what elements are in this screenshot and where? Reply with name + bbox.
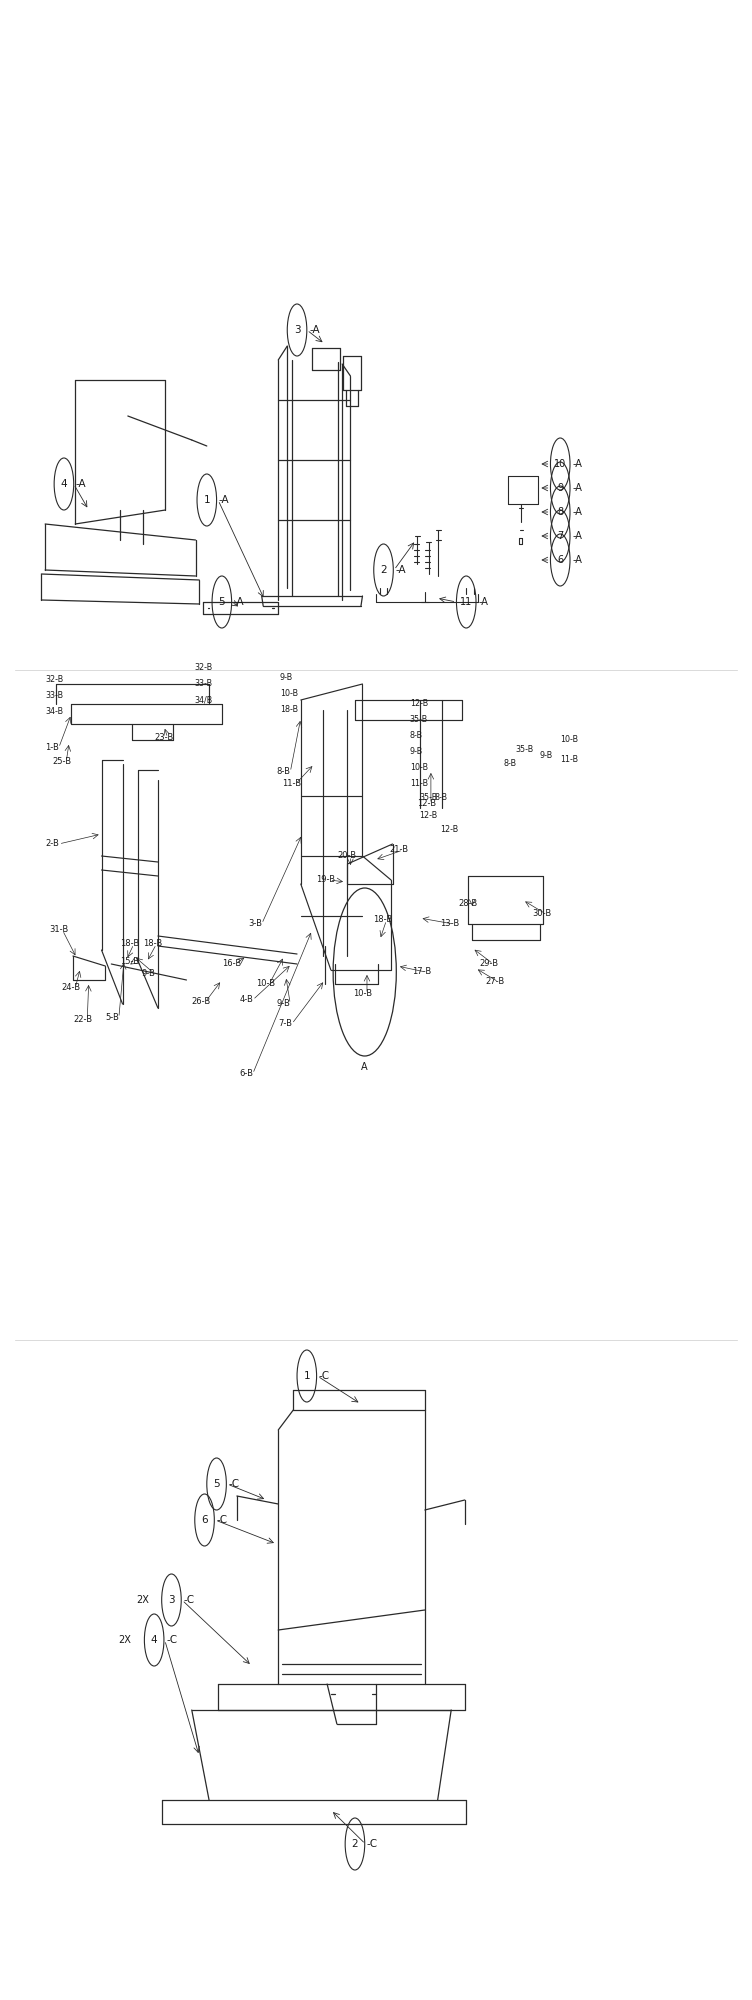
- Text: -A: -A: [572, 506, 582, 516]
- Text: 10-B: 10-B: [560, 736, 578, 744]
- Text: -A: -A: [478, 596, 488, 608]
- Text: 4-B: 4-B: [239, 996, 253, 1004]
- Text: 35-B: 35-B: [515, 746, 533, 754]
- Text: 18-B: 18-B: [373, 916, 393, 924]
- Text: 32-B: 32-B: [45, 676, 63, 684]
- Text: 8-B: 8-B: [410, 732, 423, 740]
- Text: 30-B: 30-B: [532, 910, 552, 918]
- Text: 6: 6: [557, 554, 563, 564]
- Text: 9-B: 9-B: [141, 970, 155, 978]
- Text: 33-B: 33-B: [45, 692, 63, 700]
- Text: -C: -C: [319, 1372, 330, 1380]
- Text: -C: -C: [217, 1516, 228, 1524]
- Text: 33-B: 33-B: [194, 680, 212, 688]
- Text: 10-B: 10-B: [280, 690, 298, 698]
- Text: 5: 5: [214, 1480, 220, 1488]
- Text: 7-B: 7-B: [278, 1020, 293, 1028]
- Text: 18-B: 18-B: [280, 706, 298, 714]
- Text: 15-B: 15-B: [120, 958, 139, 966]
- Text: 13-B: 13-B: [440, 920, 459, 928]
- Text: 2-B: 2-B: [45, 840, 59, 848]
- Text: 1-B: 1-B: [45, 744, 59, 752]
- Text: 21-B: 21-B: [390, 846, 408, 854]
- Text: 26-B: 26-B: [192, 998, 211, 1006]
- Text: 16-B: 16-B: [222, 960, 241, 968]
- Text: 35-B: 35-B: [410, 716, 428, 724]
- Text: 32-B: 32-B: [194, 664, 212, 672]
- Text: 3-B: 3-B: [248, 920, 262, 928]
- Text: 10-B: 10-B: [410, 764, 428, 772]
- Text: 19-B: 19-B: [316, 876, 335, 884]
- Text: 8: 8: [557, 506, 563, 516]
- Text: 4: 4: [61, 478, 67, 488]
- Text: 2X: 2X: [136, 1596, 149, 1604]
- Text: 11-B: 11-B: [410, 780, 428, 788]
- Text: 9-B: 9-B: [540, 752, 553, 760]
- Text: 3: 3: [168, 1596, 174, 1604]
- Text: 9-B: 9-B: [277, 1000, 290, 1008]
- Text: 28-B: 28-B: [459, 900, 478, 908]
- Text: A: A: [362, 1062, 368, 1072]
- Text: 1: 1: [204, 494, 210, 504]
- Text: -C: -C: [229, 1480, 240, 1488]
- Text: 9: 9: [557, 482, 563, 492]
- Text: 20-B: 20-B: [337, 852, 356, 860]
- Text: 5: 5: [219, 596, 225, 608]
- Text: -A: -A: [309, 324, 320, 334]
- Text: 31-B: 31-B: [49, 926, 68, 934]
- Text: 9-B: 9-B: [410, 748, 423, 756]
- Text: 8-B: 8-B: [435, 794, 447, 802]
- Text: 1: 1: [304, 1372, 310, 1380]
- Text: -A: -A: [219, 494, 229, 504]
- Text: 11: 11: [460, 596, 472, 608]
- Text: 2: 2: [352, 1840, 358, 1848]
- Text: 27-B: 27-B: [485, 978, 505, 986]
- Text: 12-B: 12-B: [410, 700, 428, 708]
- Text: 24-B: 24-B: [62, 984, 80, 992]
- Text: 5-B: 5-B: [105, 1014, 119, 1022]
- Text: -A: -A: [572, 460, 582, 468]
- Text: -A: -A: [572, 482, 582, 492]
- Text: 22-B: 22-B: [74, 1016, 92, 1024]
- Text: 11-B: 11-B: [560, 756, 578, 764]
- Text: 10: 10: [554, 460, 566, 468]
- Text: 34-B: 34-B: [45, 708, 63, 716]
- Text: 7: 7: [557, 530, 563, 540]
- Text: 12-B: 12-B: [417, 800, 436, 808]
- Text: -A: -A: [396, 564, 406, 576]
- Text: 6-B: 6-B: [239, 1070, 253, 1078]
- Text: 8-B: 8-B: [277, 768, 291, 776]
- Text: 3: 3: [294, 324, 300, 334]
- Text: 10-B: 10-B: [353, 990, 372, 998]
- Text: 11-B: 11-B: [282, 780, 301, 788]
- Text: 12-B: 12-B: [420, 812, 438, 820]
- Text: 17-B: 17-B: [412, 968, 432, 976]
- Text: -C: -C: [183, 1596, 195, 1604]
- Text: 34/B: 34/B: [194, 696, 212, 704]
- Text: 2: 2: [381, 564, 387, 576]
- Text: 23-B: 23-B: [154, 734, 174, 742]
- Text: -C: -C: [367, 1840, 378, 1848]
- Text: 35-B: 35-B: [420, 794, 438, 802]
- Text: 8-B: 8-B: [504, 760, 517, 768]
- Text: 9-B: 9-B: [280, 674, 293, 682]
- Text: 18-B: 18-B: [143, 940, 162, 948]
- Text: 4: 4: [151, 1636, 157, 1644]
- Text: 12-B: 12-B: [440, 826, 458, 834]
- Text: -C: -C: [166, 1636, 177, 1644]
- Text: -A: -A: [234, 596, 244, 608]
- Text: -A: -A: [572, 530, 582, 540]
- Text: 2X: 2X: [119, 1636, 132, 1644]
- Text: 29-B: 29-B: [480, 960, 499, 968]
- Text: 25-B: 25-B: [53, 758, 71, 766]
- Text: -A: -A: [572, 554, 582, 564]
- Text: 6: 6: [202, 1516, 208, 1524]
- Text: 10-B: 10-B: [256, 980, 274, 988]
- Text: -A: -A: [76, 478, 86, 488]
- Text: 18-B: 18-B: [120, 940, 140, 948]
